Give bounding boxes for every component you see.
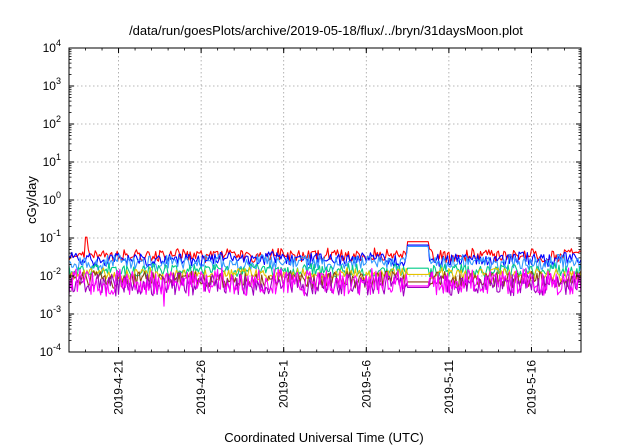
x-tick-label: 2019-4-26 — [194, 360, 208, 415]
x-tick-label: 2019-5-16 — [524, 360, 538, 415]
y-tick-label: 100 — [43, 190, 61, 207]
y-tick-label: 10-2 — [40, 266, 61, 283]
y-axis-label: cGy/day — [24, 176, 39, 224]
x-tick-label: 2019-4-21 — [112, 360, 126, 415]
series-line-1 — [68, 236, 582, 264]
x-tick-label: 2019-5-11 — [442, 360, 456, 414]
x-tick-label: 2019-5-1 — [277, 360, 291, 408]
series-group — [68, 236, 582, 307]
series-line-2 — [68, 244, 582, 268]
y-tick-label: 10-1 — [40, 228, 61, 245]
series-line-8 — [68, 267, 582, 307]
x-axis-label: Coordinated Universal Time (UTC) — [224, 430, 423, 445]
chart-title: /data/run/goesPlots/archive/2019-05-18/f… — [129, 23, 523, 38]
x-tick-label: 2019-5-6 — [359, 360, 373, 408]
y-tick-label: 102 — [43, 114, 61, 131]
y-tick-label: 103 — [43, 76, 61, 93]
y-tick-label: 101 — [43, 152, 61, 169]
grid — [69, 48, 581, 352]
y-tick-label: 104 — [43, 38, 61, 55]
series-line-4 — [68, 262, 581, 278]
y-tick-label: 10-4 — [40, 342, 61, 359]
y-axis: 10-4 10-3 10-2 10-1 100 101 102 103 104 — [40, 38, 581, 359]
y-tick-label: 10-3 — [40, 304, 61, 321]
x-axis: 2019-4-21 2019-4-26 2019-5-1 2019-5-6 2019-5… — [68, 48, 582, 415]
